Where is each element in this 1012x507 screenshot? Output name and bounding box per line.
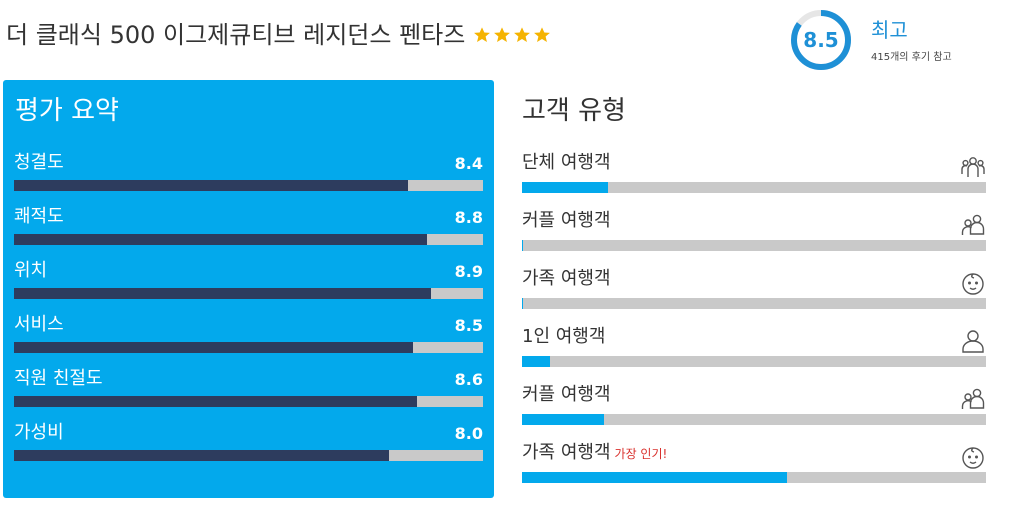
hotel-title-row: 더 클래식 500 이그제큐티브 레지던스 펜타즈 — [6, 20, 551, 50]
metric-value: 8.6 — [454, 370, 483, 389]
baby-icon — [962, 273, 984, 295]
traveler-label: 단체 여행객 — [522, 152, 611, 174]
traveler-label-text: 가족 여행객 — [522, 268, 611, 289]
metric-bar-track — [14, 450, 483, 461]
traveler-row-couple-2[interactable]: 커플 여행객 — [522, 384, 986, 428]
couple-icon — [961, 388, 985, 409]
metric-bar-fill — [14, 288, 432, 299]
traveler-bar-track — [522, 356, 986, 367]
score-value: 8.5 — [803, 28, 839, 52]
hotel-header: 더 클래식 500 이그제큐티브 레지던스 펜타즈 8.5 최고 415개의 후… — [0, 0, 1012, 78]
rating-summary-panel: 평가 요약 청결도 8.4 쾌적도 8.8 위치 8.9 서비스 8.5 직원 … — [3, 80, 494, 498]
couple-icon — [961, 214, 985, 235]
traveler-bar-track — [522, 298, 986, 309]
popular-badge: 가장 인기! — [614, 447, 668, 461]
traveler-type-panel: 고객 유형 단체 여행객 커플 여행객 — [522, 80, 988, 498]
traveler-bar-fill — [522, 356, 550, 367]
metric-bar-track — [14, 180, 483, 191]
metric-staff: 직원 친절도 8.6 — [14, 368, 483, 408]
metric-label: 위치 — [14, 260, 48, 281]
traveler-label-text: 가족 여행객 — [522, 442, 611, 463]
metric-label: 직원 친절도 — [14, 368, 103, 389]
traveler-label: 가족 여행객 — [522, 268, 611, 290]
traveler-label-text: 1인 여행객 — [522, 326, 606, 347]
metric-bar-fill — [14, 180, 408, 191]
star-icon — [514, 27, 531, 43]
traveler-bar-track — [522, 240, 986, 251]
traveler-label-text: 커플 여행객 — [522, 210, 611, 231]
metric-location: 위치 8.9 — [14, 260, 483, 300]
person-icon — [962, 330, 984, 353]
star-icon — [474, 27, 491, 43]
traveler-label: 가족 여행객 가장 인기! — [522, 442, 667, 465]
metric-bar-fill — [14, 450, 390, 461]
metric-bar-track — [14, 396, 483, 407]
metric-bar-fill — [14, 396, 418, 407]
traveler-type-title: 고객 유형 — [522, 96, 626, 126]
rating-summary-title: 평가 요약 — [15, 96, 119, 126]
metric-value: 8.9 — [454, 262, 483, 281]
metric-value: 8.0 — [454, 424, 483, 443]
metric-value: 8.8 — [454, 208, 483, 227]
metric-comfort: 쾌적도 8.8 — [14, 206, 483, 246]
score-label[interactable]: 최고 — [871, 18, 908, 42]
traveler-label: 1인 여행객 — [522, 326, 605, 348]
review-count: 415개의 후기 참고 — [871, 52, 952, 63]
metric-label: 가성비 — [14, 422, 64, 443]
traveler-label-text: 단체 여행객 — [522, 152, 611, 173]
traveler-row-solo[interactable]: 1인 여행객 — [522, 326, 986, 370]
traveler-label-text: 커플 여행객 — [522, 384, 611, 405]
traveler-bar-track — [522, 472, 986, 483]
traveler-bar-fill — [522, 240, 524, 251]
score-ring — [791, 10, 851, 70]
traveler-bar-fill — [522, 298, 524, 309]
metric-bar-fill — [14, 342, 413, 353]
metric-bar-track — [14, 342, 483, 353]
star-rating — [473, 26, 551, 44]
traveler-bar-fill — [522, 414, 604, 425]
baby-icon — [962, 447, 984, 469]
traveler-label: 커플 여행객 — [522, 210, 611, 232]
traveler-row-group[interactable]: 단체 여행객 — [522, 152, 986, 196]
metric-value: 8.5 — [454, 316, 483, 335]
metric-label: 서비스 — [14, 314, 64, 335]
traveler-bar-fill — [522, 472, 787, 483]
score-widget: 8.5 최고 415개의 후기 참고 — [789, 8, 1009, 74]
hotel-name: 더 클래식 500 이그제큐티브 레지던스 펜타즈 — [6, 21, 466, 49]
metric-bar-track — [14, 288, 483, 299]
traveler-bar-track — [522, 414, 986, 425]
group-icon — [961, 157, 985, 177]
star-icon — [534, 27, 551, 43]
metric-bar-fill — [14, 234, 427, 245]
traveler-row-family-2[interactable]: 가족 여행객 가장 인기! — [522, 442, 986, 486]
metric-service: 서비스 8.5 — [14, 314, 483, 354]
star-icon — [494, 27, 511, 43]
metric-cleanliness: 청결도 8.4 — [14, 152, 483, 192]
metric-label: 청결도 — [14, 152, 64, 173]
metric-value-for-money: 가성비 8.0 — [14, 422, 483, 462]
metric-value: 8.4 — [454, 154, 483, 173]
traveler-bar-track — [522, 182, 986, 193]
traveler-row-couple[interactable]: 커플 여행객 — [522, 210, 986, 254]
metric-label: 쾌적도 — [14, 206, 64, 227]
traveler-row-family[interactable]: 가족 여행객 — [522, 268, 986, 312]
traveler-label: 커플 여행객 — [522, 384, 611, 406]
traveler-bar-fill — [522, 182, 608, 193]
metric-bar-track — [14, 234, 483, 245]
